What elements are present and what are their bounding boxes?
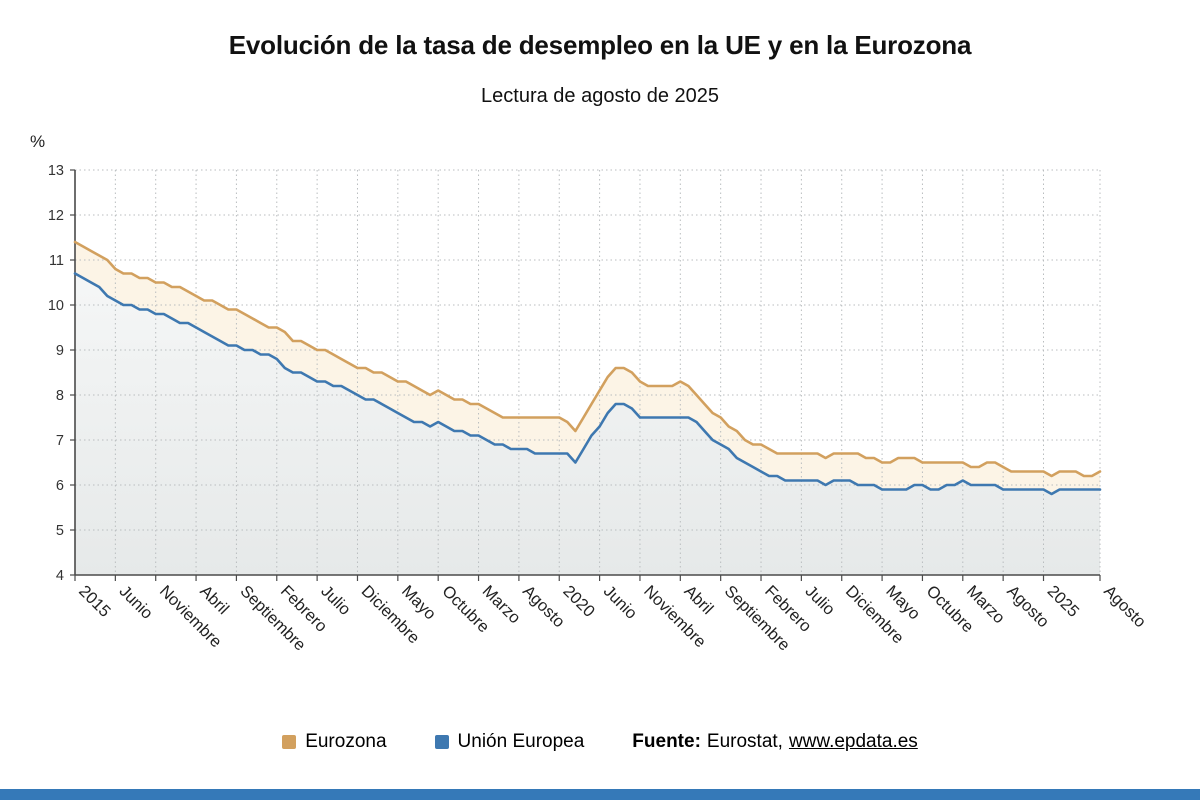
union-europea-area-fill [75, 273, 1100, 575]
eurozona-color-swatch [282, 735, 297, 749]
x-axis-label: Diciembre [358, 582, 423, 647]
x-axis-label: Septiembre [237, 582, 309, 654]
eurozona-legend-label: Eurozona [305, 731, 387, 752]
y-axis-unit-label: % [30, 132, 46, 151]
x-axis-label: Agosto [1003, 582, 1052, 631]
legend-item-eurozona[interactable]: Eurozona [282, 731, 387, 753]
x-axis-label: Marzo [963, 582, 1008, 627]
union-europea-legend-label: Unión Europea [457, 731, 585, 752]
y-axis-label: 7 [56, 433, 64, 449]
x-axis-label: Octubre [923, 582, 977, 636]
page-subtitle: Lectura de agosto de 2025 [481, 85, 719, 107]
eurozona-area-fill [75, 242, 1100, 575]
x-axis-label: Septiembre [721, 582, 793, 654]
y-axis-label: 10 [48, 298, 64, 314]
eurozona-line [73, 240, 1102, 478]
x-axis-label: Junio [116, 582, 157, 623]
x-axis-label: Abril [196, 582, 232, 618]
footer-accent-bar [0, 789, 1200, 800]
page-title: Evolución de la tasa de desempleo en la … [228, 30, 972, 60]
union-europea-line [73, 272, 1102, 496]
x-axis-label: Junio [600, 582, 641, 623]
x-axis-label: Diciembre [842, 582, 907, 647]
x-axis-label: Mayo [882, 582, 923, 623]
y-axis-label: 11 [49, 253, 64, 269]
x-axis-label: Mayo [398, 582, 439, 623]
x-axis-label: Noviembre [156, 582, 225, 651]
x-axis-label: 2020 [559, 582, 598, 621]
x-axis-label: 2025 [1044, 582, 1083, 621]
source-text: Eurostat, [706, 731, 783, 752]
x-axis-label: Agosto [519, 582, 568, 631]
x-axis-label: 2015 [75, 582, 114, 621]
x-axis-label: Julio [802, 582, 839, 619]
y-axis-label: 12 [48, 208, 64, 224]
epdata-link[interactable]: www.epdata.es [788, 731, 918, 752]
chart-legend: Eurozona Unión Europea Fuente: Eurostat,… [0, 731, 1200, 753]
x-axis-label: Octubre [438, 582, 492, 636]
x-axis-label: Marzo [479, 582, 524, 627]
x-axis-label: Abril [680, 582, 716, 618]
y-axis-label: 13 [48, 163, 64, 179]
y-axis-label: 4 [56, 568, 64, 584]
y-axis-label: 9 [56, 343, 64, 359]
x-axis-label: Noviembre [640, 582, 709, 651]
x-axis-label: Febrero [277, 582, 331, 636]
source-label: Fuente: [632, 731, 701, 752]
y-axis-label: 5 [56, 523, 64, 539]
union-europea-color-swatch [434, 735, 449, 749]
y-axis-label: 6 [56, 478, 64, 494]
y-axis-label: 8 [56, 388, 64, 404]
x-axis-label: Febrero [761, 582, 815, 636]
legend-item-union-europea[interactable]: Unión Europea [434, 731, 585, 753]
source-note: Fuente: Eurostat, www.epdata.es [632, 731, 918, 753]
x-axis-label: Julio [317, 582, 354, 619]
x-axis-label: Agosto [1100, 582, 1149, 631]
